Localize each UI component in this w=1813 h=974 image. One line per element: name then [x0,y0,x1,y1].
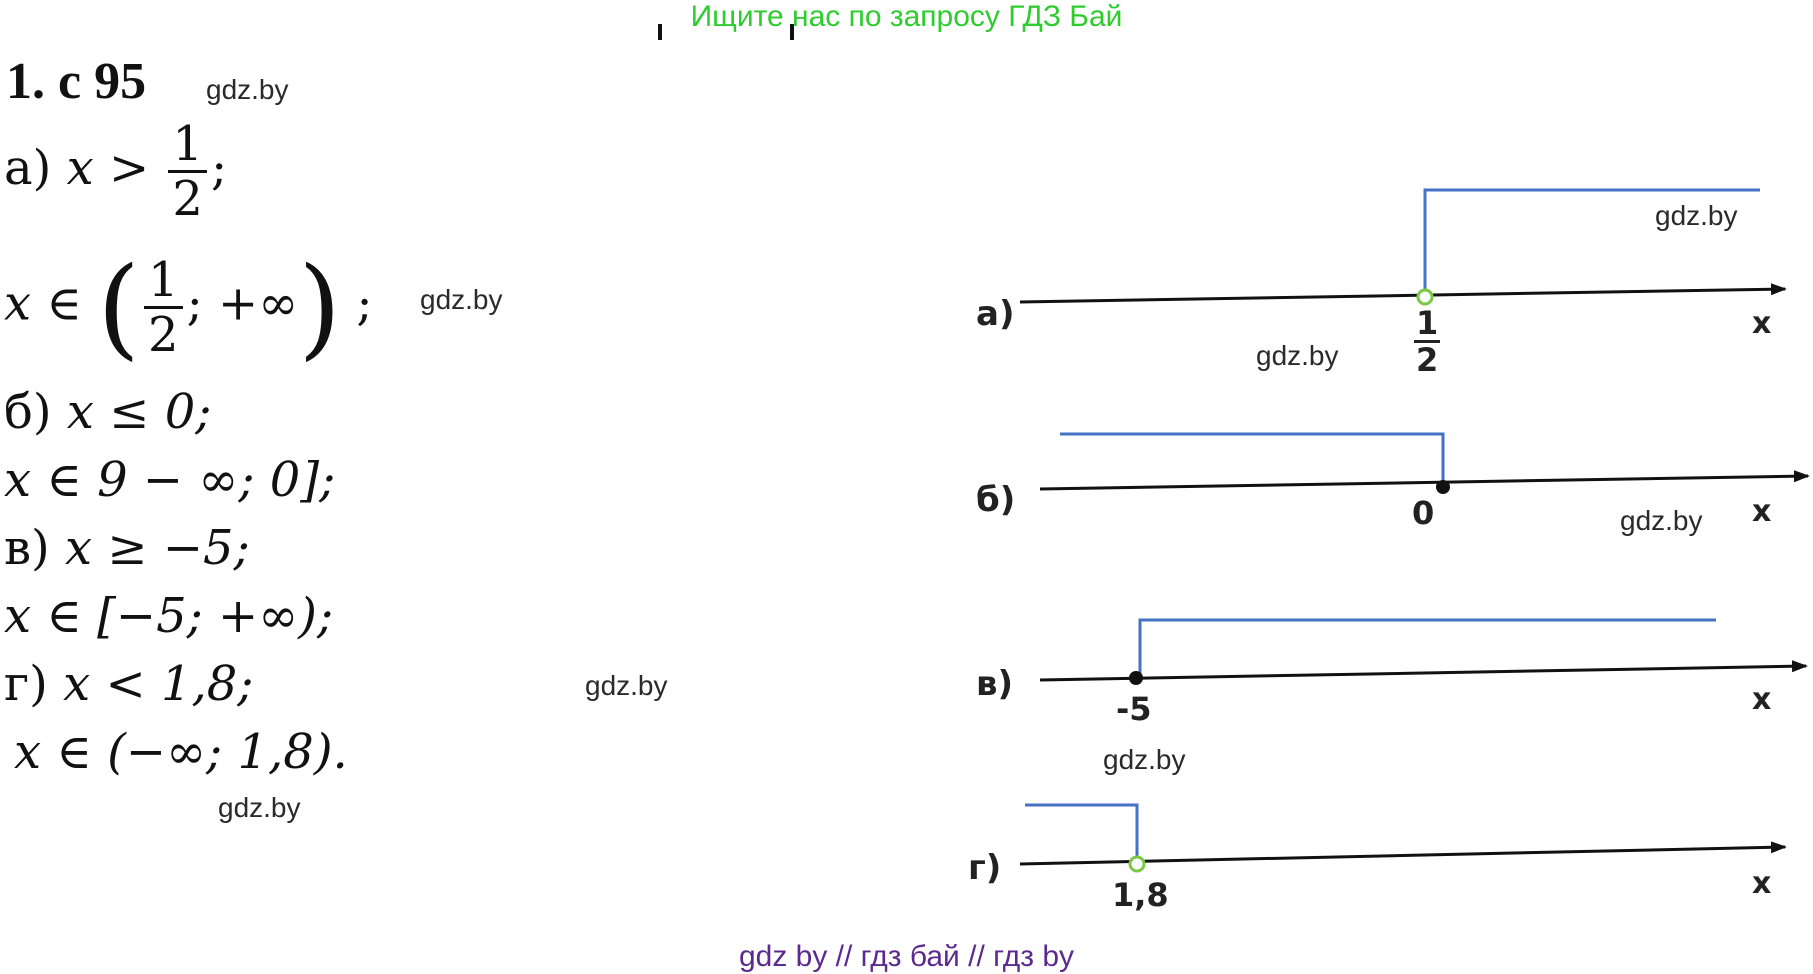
left-paren: ( [97,243,141,371]
inequality-text: x < 1,8; [63,656,254,712]
solution-a-inequality: а) x > 1 2 ; [4,118,227,225]
fraction-denominator: 2 [148,306,179,363]
watermark: gdz.by [1256,340,1339,371]
item-label: в) [4,520,50,576]
number-line-a [1019,188,1787,306]
axis-line [1039,660,1808,682]
watermark: gdz.by [420,284,503,315]
inequality-text: x ≥ −5; [65,520,250,576]
watermark: gdz.by [1103,744,1186,775]
watermark: gdz.by [218,792,301,823]
watermark: gdz.by [1620,505,1703,536]
solution-c-interval: x ∈ [−5; +∞); [4,588,333,644]
number-line-c [1039,618,1808,685]
fraction: 1 2 [144,254,183,361]
number-line-d-label: г) [968,848,1002,888]
interval-text: x ∈ (−∞; 1,8). [14,724,348,780]
footer-links: gdz by // гдз бай // гдз by [738,940,1075,973]
shade-line [1138,618,1716,678]
number-line-d-axis-label: x [1752,866,1772,901]
exercise-title: 1. с 95 [6,53,147,110]
number-line-d-point-label: 1,8 [1112,876,1169,914]
shade-line [1060,432,1445,486]
item-label: а) [4,140,52,196]
watermark: gdz.by [1655,200,1738,231]
number-line-b-point-label: 0 [1412,494,1435,532]
solution-b-inequality: б) x ≤ 0; [4,384,211,440]
number-line-a-label: а) [976,294,1015,334]
right-paren: ) [298,243,342,371]
interval-rest: ; +∞ [186,275,299,332]
item-label: г) [4,656,48,712]
inequality-text: x ≤ 0; [66,384,212,440]
open-point [1128,855,1146,873]
scan-artifact [658,24,662,40]
number-line-c-label: в) [976,664,1014,704]
solution-a-interval: x ∈ ( 1 2 ; +∞) ; [4,252,373,362]
open-point [1416,288,1434,306]
number-line-a-axis-label: x [1752,306,1772,341]
number-line-a-point-label: 1 2 [1414,304,1441,379]
number-line-b-label: б) [976,480,1016,520]
fraction-numerator: 1 [168,118,207,173]
semicolon: ; [210,140,228,196]
shade-line [1423,188,1760,296]
axis-line [1019,283,1787,304]
watermark: gdz.by [206,74,289,105]
fraction-numerator: 1 [144,254,183,309]
fraction: 1 2 [168,118,207,225]
point-denominator: 2 [1416,341,1439,379]
interval-text: x ∈ [−5; +∞); [4,588,334,644]
solution-b-interval: x ∈ 9 − ∞; 0]; [4,452,335,508]
number-line-c-point-label: -5 [1116,690,1152,728]
solution-d-inequality: г) x < 1,8; [4,656,253,712]
point-numerator: 1 [1414,304,1441,343]
scan-artifact [790,24,794,40]
solution-c-inequality: в) x ≥ −5; [4,520,250,576]
axis-line [1039,470,1810,491]
semicolon: ; [356,275,373,332]
number-line-b [1039,432,1810,494]
item-label: б) [4,384,52,440]
closed-point [1436,480,1450,494]
interval-prefix: x ∈ [4,275,82,332]
fraction-denominator: 2 [172,171,203,227]
shade-line [1025,803,1139,862]
number-line-c-axis-label: x [1752,682,1772,717]
number-line-b-axis-label: x [1752,494,1772,529]
watermark: gdz.by [585,670,668,701]
inequality-text: x > [66,140,150,196]
axis-line [1019,841,1787,866]
search-banner: Ищите нас по запросу ГДЗ Бай [690,0,1123,33]
closed-point [1129,671,1143,685]
interval-text: x ∈ 9 − ∞; 0]; [4,452,336,508]
solution-d-interval: x ∈ (−∞; 1,8). [14,724,348,780]
number-line-d [1019,803,1787,873]
